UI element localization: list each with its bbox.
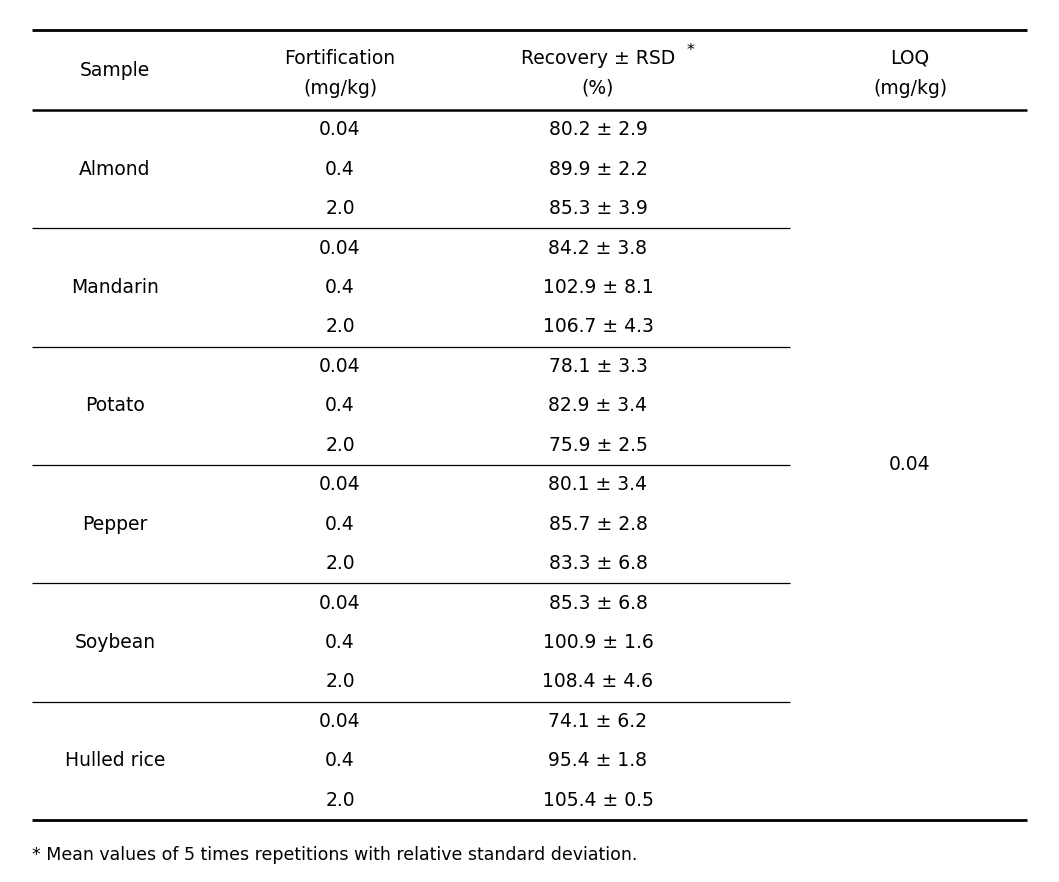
- Text: 0.4: 0.4: [325, 751, 355, 770]
- Text: Recovery ± RSD: Recovery ± RSD: [521, 49, 676, 68]
- Text: 0.04: 0.04: [319, 594, 361, 613]
- Text: 0.04: 0.04: [319, 712, 361, 731]
- Text: 0.04: 0.04: [319, 238, 361, 258]
- Text: (%): (%): [581, 78, 614, 98]
- Text: 0.04: 0.04: [319, 357, 361, 376]
- Text: 0.4: 0.4: [325, 160, 355, 179]
- Text: 85.3 ± 6.8: 85.3 ± 6.8: [549, 594, 647, 613]
- Text: 2.0: 2.0: [325, 672, 355, 691]
- Text: 2.0: 2.0: [325, 791, 355, 810]
- Text: Potato: Potato: [85, 396, 145, 415]
- Text: 89.9 ± 2.2: 89.9 ± 2.2: [549, 160, 647, 179]
- Text: 0.4: 0.4: [325, 633, 355, 652]
- Text: 0.4: 0.4: [325, 515, 355, 534]
- Text: 0.4: 0.4: [325, 278, 355, 297]
- Text: 102.9 ± 8.1: 102.9 ± 8.1: [542, 278, 653, 297]
- Text: 80.2 ± 2.9: 80.2 ± 2.9: [549, 120, 647, 139]
- Text: Mandarin: Mandarin: [71, 278, 159, 297]
- Text: 108.4 ± 4.6: 108.4 ± 4.6: [542, 672, 653, 691]
- Text: 2.0: 2.0: [325, 436, 355, 455]
- Text: (mg/kg): (mg/kg): [873, 78, 947, 98]
- Text: 82.9 ± 3.4: 82.9 ± 3.4: [549, 396, 647, 415]
- Text: Pepper: Pepper: [83, 515, 147, 534]
- Text: * Mean values of 5 times repetitions with relative standard deviation.: * Mean values of 5 times repetitions wit…: [32, 846, 638, 864]
- Text: Almond: Almond: [79, 160, 150, 179]
- Text: Hulled rice: Hulled rice: [65, 751, 165, 770]
- Text: *: *: [687, 42, 695, 57]
- Text: 0.4: 0.4: [325, 396, 355, 415]
- Text: 78.1 ± 3.3: 78.1 ± 3.3: [549, 357, 647, 376]
- Text: 95.4 ± 1.8: 95.4 ± 1.8: [549, 751, 647, 770]
- Text: 0.04: 0.04: [319, 475, 361, 494]
- Text: 2.0: 2.0: [325, 199, 355, 218]
- Text: Fortification: Fortification: [285, 49, 396, 68]
- Text: 85.3 ± 3.9: 85.3 ± 3.9: [549, 199, 647, 218]
- Text: 83.3 ± 6.8: 83.3 ± 6.8: [549, 554, 647, 573]
- Text: Soybean: Soybean: [74, 633, 156, 652]
- Text: 100.9 ± 1.6: 100.9 ± 1.6: [542, 633, 653, 652]
- Text: 80.1 ± 3.4: 80.1 ± 3.4: [549, 475, 647, 494]
- Text: 106.7 ± 4.3: 106.7 ± 4.3: [542, 318, 653, 336]
- Text: Sample: Sample: [79, 61, 150, 79]
- Text: 84.2 ± 3.8: 84.2 ± 3.8: [549, 238, 647, 258]
- Text: 74.1 ± 6.2: 74.1 ± 6.2: [549, 712, 647, 731]
- Text: 105.4 ± 0.5: 105.4 ± 0.5: [542, 791, 653, 810]
- Text: 2.0: 2.0: [325, 318, 355, 336]
- Text: 0.04: 0.04: [319, 120, 361, 139]
- Text: 75.9 ± 2.5: 75.9 ± 2.5: [549, 436, 647, 455]
- Text: 85.7 ± 2.8: 85.7 ± 2.8: [549, 515, 647, 534]
- Text: 0.04: 0.04: [890, 455, 931, 475]
- Text: (mg/kg): (mg/kg): [303, 78, 377, 98]
- Text: 2.0: 2.0: [325, 554, 355, 573]
- Text: LOQ: LOQ: [891, 49, 930, 68]
